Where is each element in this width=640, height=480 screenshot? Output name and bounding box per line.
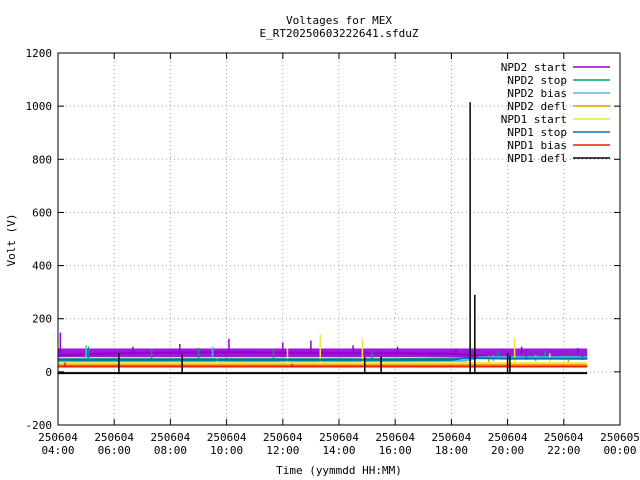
x-tick-date: 250604	[94, 431, 134, 444]
x-tick-date: 250605	[600, 431, 640, 444]
x-tick-time: 08:00	[154, 444, 187, 457]
y-axis-label: Volt (V)	[5, 214, 18, 267]
x-tick-date: 250604	[544, 431, 584, 444]
y-tick-label: 800	[32, 153, 52, 166]
x-tick-date: 250604	[488, 431, 528, 444]
legend-label: NPD1 stop	[507, 126, 567, 139]
legend-label: NPD1 defl	[507, 152, 567, 165]
x-tick-time: 22:00	[547, 444, 580, 457]
y-tick-label: 200	[32, 313, 52, 326]
legend-label: NPD2 bias	[507, 87, 567, 100]
series-line	[58, 356, 588, 363]
x-tick-time: 10:00	[210, 444, 243, 457]
legend-label: NPD2 stop	[507, 74, 567, 87]
y-tick-label: 0	[45, 366, 52, 379]
axes: -20002004006008001000120025060404:002506…	[26, 47, 640, 457]
x-axis-label: Time (yymmdd HH:MM)	[276, 464, 402, 477]
x-tick-time: 20:00	[491, 444, 524, 457]
x-tick-time: 00:00	[603, 444, 636, 457]
x-tick-date: 250604	[319, 431, 359, 444]
x-tick-time: 18:00	[435, 444, 468, 457]
legend-label: NPD2 defl	[507, 100, 567, 113]
x-tick-time: 04:00	[41, 444, 74, 457]
y-tick-label: 1200	[26, 47, 53, 60]
legend-label: NPD1 bias	[507, 139, 567, 152]
chart-title: Voltages for MEX	[286, 14, 392, 27]
x-tick-time: 12:00	[266, 444, 299, 457]
y-tick-label: 400	[32, 260, 52, 273]
x-tick-date: 250604	[38, 431, 78, 444]
grid-lines	[58, 53, 620, 425]
plot-frame	[57, 52, 621, 426]
x-tick-date: 250604	[151, 431, 191, 444]
y-tick-label: 1000	[26, 100, 53, 113]
y-tick-label: -200	[26, 419, 53, 432]
x-tick-time: 06:00	[98, 444, 131, 457]
legend-label: NPD1 start	[501, 113, 567, 126]
x-tick-time: 14:00	[322, 444, 355, 457]
chart-subtitle: E_RT20250603222641.sfduZ	[260, 27, 419, 40]
series-lines	[57, 102, 588, 375]
x-tick-date: 250604	[375, 431, 415, 444]
series-npd1-defl	[58, 102, 588, 375]
x-tick-date: 250604	[207, 431, 247, 444]
x-tick-time: 16:00	[379, 444, 412, 457]
x-tick-date: 250604	[432, 431, 472, 444]
legend-label: NPD2 start	[501, 61, 567, 74]
series-line	[58, 357, 588, 361]
x-tick-date: 250604	[263, 431, 303, 444]
y-tick-label: 600	[32, 206, 52, 219]
